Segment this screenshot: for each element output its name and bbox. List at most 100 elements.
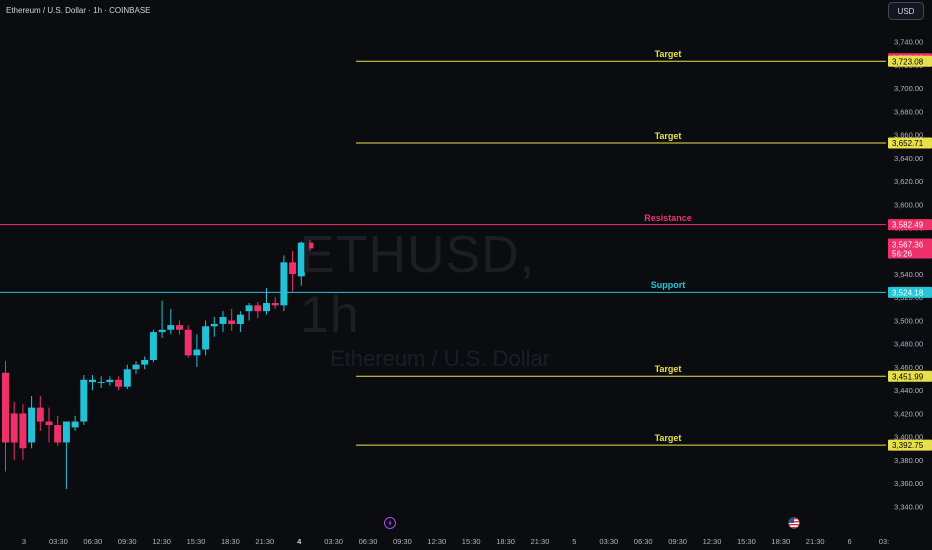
target-price-tag: 3,652.71 [892, 139, 924, 148]
resistance-price-tag: 3,582.49 [892, 221, 924, 230]
candle-body[interactable] [97, 382, 105, 384]
y-tick-label: 3,360.00 [894, 479, 923, 488]
support-label: Support [650, 280, 686, 291]
y-tick-label: 3,500.00 [894, 316, 923, 325]
last-price-tag-bg [888, 238, 932, 259]
candle-body[interactable] [10, 413, 18, 443]
x-tick-label: 09:30 [668, 537, 687, 546]
candle-body[interactable] [149, 332, 157, 360]
x-tick-label: 21:30 [530, 537, 550, 546]
target-label: Target [654, 131, 682, 142]
x-tick-label: 03:30 [324, 537, 343, 546]
resistance-price-tag-bg [888, 219, 932, 231]
candle-body[interactable] [219, 316, 227, 324]
candle-body[interactable] [80, 379, 88, 422]
candle-body[interactable] [236, 314, 244, 324]
candle-body[interactable] [297, 242, 305, 277]
target-price-tag: 3,451.99 [892, 372, 924, 381]
x-tick-label: 4 [297, 537, 302, 546]
x-tick-label: 15:30 [186, 537, 206, 546]
target-price-tag-bg [888, 370, 932, 382]
x-tick-label: 06:30 [633, 537, 653, 546]
currency-button[interactable]: USD [888, 2, 924, 20]
candle-body[interactable] [141, 359, 149, 365]
candle-body[interactable] [202, 326, 210, 350]
y-tick-label: 3,540.00 [894, 270, 923, 279]
candle-body[interactable] [176, 325, 183, 330]
candle-body[interactable] [228, 320, 236, 324]
candle-body[interactable] [289, 262, 297, 274]
candle-body[interactable] [71, 421, 79, 428]
candle-body[interactable] [115, 379, 123, 387]
candle-body[interactable] [36, 407, 44, 422]
target-label: Target [654, 433, 682, 444]
y-tick-label: 3,420.00 [894, 409, 923, 418]
target-price-tag-bg [888, 55, 932, 67]
x-tick-label: 18:30 [221, 537, 240, 546]
x-tick-label: 21:30 [255, 537, 275, 546]
us-flag-event-icon[interactable] [788, 516, 800, 529]
candle-body[interactable] [306, 242, 314, 249]
target-price-tag-bg [888, 137, 932, 149]
candle-body[interactable] [45, 421, 53, 426]
candle-body[interactable] [184, 329, 192, 356]
candle-body[interactable] [89, 379, 96, 383]
x-tick-label: 5 [572, 537, 577, 546]
x-tick-label: 12:30 [702, 537, 722, 546]
candle-body[interactable] [19, 413, 27, 449]
x-tick-label: 12:30 [427, 537, 447, 546]
y-tick-label: 3,600.00 [894, 200, 923, 209]
y-tick-label: 3,740.00 [894, 38, 923, 47]
candle-body[interactable] [2, 372, 9, 443]
support-price-tag: 3,524.18 [892, 288, 924, 297]
y-tick-label: 3,700.00 [894, 84, 923, 93]
candle-body[interactable] [62, 421, 70, 443]
y-tick-label: 3,660.00 [894, 131, 923, 140]
candle-body[interactable] [106, 379, 114, 383]
x-tick-label: 09:30 [117, 537, 137, 546]
target-price-tag: 3,723.08 [892, 57, 924, 66]
x-tick-label: 21:30 [805, 537, 825, 546]
resistance-label: Resistance [644, 212, 692, 223]
countdown-label: 56:26 [892, 249, 913, 258]
candle-body[interactable] [167, 325, 175, 330]
candle-body[interactable] [193, 349, 201, 356]
candle-body[interactable] [28, 407, 36, 443]
target-label: Target [654, 364, 682, 375]
target-price-tag-bg [888, 439, 932, 451]
y-tick-label: 3,340.00 [894, 502, 923, 511]
y-tick-label: 3,460.00 [894, 363, 923, 372]
candle-body[interactable] [210, 323, 218, 327]
candle-body[interactable] [280, 262, 288, 306]
candle-body[interactable] [132, 364, 140, 370]
x-tick-label: 06:30 [358, 537, 378, 546]
x-tick-label: 06:30 [83, 537, 103, 546]
y-tick-label: 3,680.00 [894, 107, 923, 116]
x-tick-label: 15:30 [737, 537, 756, 546]
lightning-event-icon[interactable] [384, 516, 396, 529]
x-tick-label: 3 [21, 537, 27, 546]
y-tick-label: 3,440.00 [894, 386, 923, 395]
x-tick-label: 18:30 [771, 537, 791, 546]
x-tick-label: 09:30 [393, 537, 412, 546]
x-tick-label: 12:30 [152, 537, 171, 546]
target-label: Target [654, 49, 682, 60]
y-tick-label: 3,380.00 [894, 456, 923, 465]
x-tick-label: 6 [847, 537, 852, 546]
y-tick-label: 3,640.00 [894, 154, 923, 163]
candle-body[interactable] [158, 329, 166, 333]
x-tick-label: 18:30 [496, 537, 515, 546]
candle-body[interactable] [245, 305, 253, 312]
candle-body[interactable] [271, 303, 279, 306]
x-tick-label: 03: [878, 537, 890, 546]
y-tick-label: 3,620.00 [894, 177, 923, 186]
candle-body[interactable] [54, 425, 62, 443]
x-tick-label: 03:30 [49, 537, 68, 546]
symbol-title[interactable]: Ethereum / U.S. Dollar · 1h · COINBASE [6, 6, 151, 15]
candle-body[interactable] [254, 305, 262, 312]
candle-body[interactable] [123, 369, 131, 387]
x-tick-label: 15:30 [461, 537, 481, 546]
x-tick-label: 03:30 [599, 537, 619, 546]
candle-body[interactable] [263, 303, 270, 312]
